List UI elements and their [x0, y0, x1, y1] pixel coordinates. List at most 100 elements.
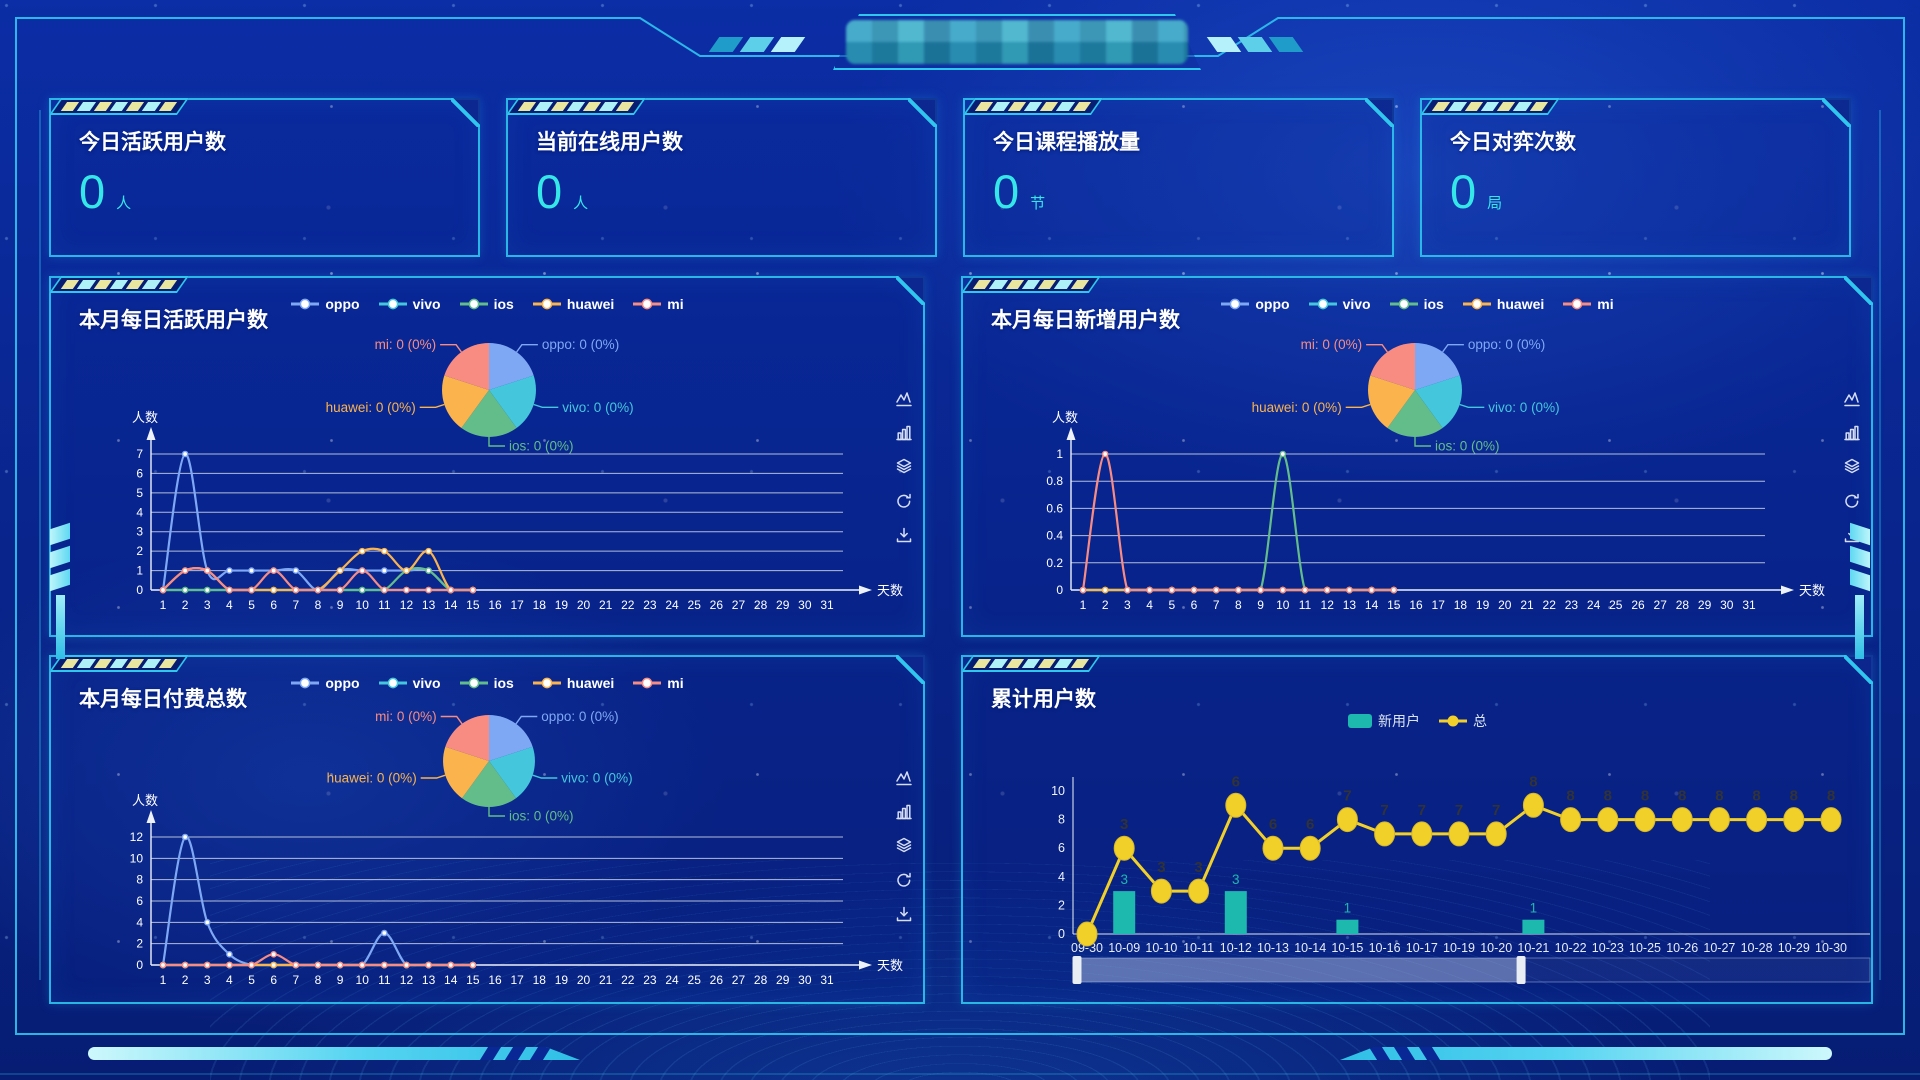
toolbox-bar-chart-icon[interactable]	[895, 803, 913, 826]
svg-text:2: 2	[1102, 598, 1109, 612]
svg-text:8: 8	[1790, 788, 1798, 805]
toolbox-line-chart-icon[interactable]	[895, 769, 913, 792]
svg-text:10: 10	[1276, 598, 1290, 612]
datazoom-handle[interactable]	[1516, 956, 1526, 984]
toolbox-download-icon[interactable]	[895, 526, 913, 549]
legend-item-ios[interactable]: ios	[459, 296, 514, 312]
svg-text:8: 8	[1641, 788, 1649, 805]
toolbox-bar-chart-icon[interactable]	[895, 424, 913, 447]
svg-text:4: 4	[1146, 598, 1153, 612]
toolbox-restore-icon[interactable]	[1843, 492, 1861, 515]
bottom-left-glow-bar	[88, 1047, 580, 1060]
svg-text:26: 26	[1631, 598, 1645, 612]
legend-line-marker	[532, 298, 561, 310]
stat-title: 今日课程播放量	[993, 131, 1140, 154]
svg-text:10-20: 10-20	[1480, 941, 1512, 955]
svg-text:0: 0	[1056, 583, 1063, 597]
toolbox-line-chart-icon[interactable]	[895, 390, 913, 413]
legend-line-marker	[459, 298, 488, 310]
svg-text:8: 8	[315, 973, 322, 987]
legend-line-marker	[378, 298, 407, 310]
corner-cut-decoration	[896, 276, 925, 305]
pie-label-oppo: oppo: 0 (0%)	[542, 337, 619, 352]
panel-daily-new-users: 本月每日新增用户数 oppo vivo ios huawei mi 0 0.2 0.4 0.6…	[961, 276, 1873, 637]
bottom-right-glow-bar	[1340, 1047, 1832, 1060]
dashboard-title-masked	[846, 20, 1188, 64]
legend-line-marker	[459, 677, 488, 689]
svg-text:10-19: 10-19	[1443, 941, 1475, 955]
toolbox-restore-icon[interactable]	[895, 871, 913, 894]
svg-text:2: 2	[182, 973, 189, 987]
legend-item-mi[interactable]: mi	[632, 675, 684, 691]
legend-item-oppo[interactable]: oppo	[290, 296, 360, 312]
svg-text:10-10: 10-10	[1145, 941, 1177, 955]
legend-item-ios[interactable]: ios	[459, 675, 514, 691]
legend-item-vivo[interactable]: vivo	[378, 296, 441, 312]
svg-text:25: 25	[688, 598, 702, 612]
legend-item-huawei[interactable]: huawei	[532, 675, 614, 691]
x-axis-name: 天数	[877, 958, 903, 973]
legend-item-oppo[interactable]: oppo	[1220, 296, 1290, 312]
legend-item-huawei[interactable]: huawei	[1462, 296, 1544, 312]
datazoom-window[interactable]	[1077, 958, 1522, 982]
svg-text:11: 11	[378, 973, 391, 987]
svg-text:8: 8	[1752, 788, 1760, 805]
svg-text:31: 31	[820, 973, 834, 987]
legend-line-marker	[1563, 298, 1592, 310]
legend-label: vivo	[1342, 296, 1371, 312]
svg-text:10-29: 10-29	[1778, 941, 1810, 955]
svg-text:27: 27	[1654, 598, 1668, 612]
toolbox-stacked-layers-icon[interactable]	[1843, 458, 1861, 481]
toolbox-bar-chart-icon[interactable]	[1843, 424, 1861, 447]
svg-text:10-26: 10-26	[1666, 941, 1698, 955]
pie-label-mi: mi: 0 (0%)	[375, 709, 437, 724]
toolbox-restore-icon[interactable]	[895, 492, 913, 515]
y-axis-name: 人数	[132, 793, 158, 808]
chart-legend: oppo vivo ios huawei mi	[963, 296, 1871, 312]
panel-daily-paid-total: 本月每日付费总数 oppo vivo ios huawei mi 0 2 4 6 8 10 12 人数…	[49, 655, 925, 1004]
svg-text:7: 7	[1380, 802, 1388, 819]
datazoom-track[interactable]	[1076, 957, 1871, 983]
toolbox-line-chart-icon[interactable]	[1843, 390, 1861, 413]
legend-item-oppo[interactable]: oppo	[290, 675, 360, 691]
toolbox-download-icon[interactable]	[895, 905, 913, 928]
legend-item-new-users[interactable]: 新用户	[1347, 711, 1420, 731]
svg-text:15: 15	[466, 598, 480, 612]
svg-text:1: 1	[1530, 901, 1538, 916]
svg-text:8: 8	[315, 598, 322, 612]
svg-text:5: 5	[248, 973, 255, 987]
corner-cut-decoration	[451, 98, 480, 127]
svg-text:31: 31	[1742, 598, 1756, 612]
datazoom-handle[interactable]	[1072, 956, 1082, 984]
toolbox-stacked-layers-icon[interactable]	[895, 837, 913, 860]
pie-slice-mi	[445, 715, 489, 761]
legend-item-vivo[interactable]: vivo	[1308, 296, 1371, 312]
legend-item-ios[interactable]: ios	[1389, 296, 1444, 312]
legend-item-mi[interactable]: mi	[632, 296, 684, 312]
svg-text:4: 4	[136, 505, 143, 519]
svg-text:5: 5	[1168, 598, 1175, 612]
pie-slice-ios	[462, 761, 516, 807]
svg-text:5: 5	[248, 598, 255, 612]
legend-item-total[interactable]: 总	[1438, 711, 1487, 731]
svg-text:15: 15	[1387, 598, 1401, 612]
legend-bar-marker	[1348, 714, 1372, 728]
corner-cut-decoration	[1822, 98, 1851, 127]
corner-cut-decoration	[1365, 98, 1394, 127]
svg-text:10-16: 10-16	[1369, 941, 1401, 955]
svg-text:2: 2	[136, 544, 143, 558]
legend-item-vivo[interactable]: vivo	[378, 675, 441, 691]
toolbox-stacked-layers-icon[interactable]	[895, 458, 913, 481]
legend-label: mi	[1597, 296, 1614, 312]
svg-text:14: 14	[444, 973, 458, 987]
legend-label: oppo	[1255, 296, 1290, 312]
svg-text:20: 20	[577, 598, 591, 612]
svg-text:24: 24	[665, 598, 679, 612]
legend-line-marker	[1462, 298, 1491, 310]
legend-item-huawei[interactable]: huawei	[532, 296, 614, 312]
legend-item-mi[interactable]: mi	[1562, 296, 1614, 312]
svg-text:12: 12	[1321, 598, 1335, 612]
